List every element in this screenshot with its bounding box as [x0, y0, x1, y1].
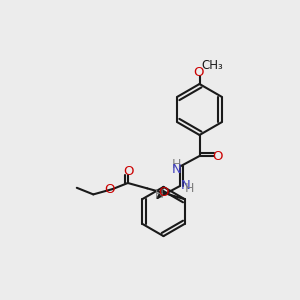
- Text: O: O: [158, 186, 169, 199]
- Text: O: O: [104, 183, 115, 196]
- Text: O: O: [123, 165, 134, 178]
- Text: N: N: [172, 163, 181, 176]
- Text: H: H: [155, 188, 164, 201]
- Text: H: H: [185, 182, 194, 195]
- Text: O: O: [193, 66, 203, 79]
- Text: CH₃: CH₃: [201, 58, 223, 72]
- Text: O: O: [213, 149, 223, 163]
- Text: N: N: [181, 178, 190, 192]
- Text: H: H: [172, 158, 181, 171]
